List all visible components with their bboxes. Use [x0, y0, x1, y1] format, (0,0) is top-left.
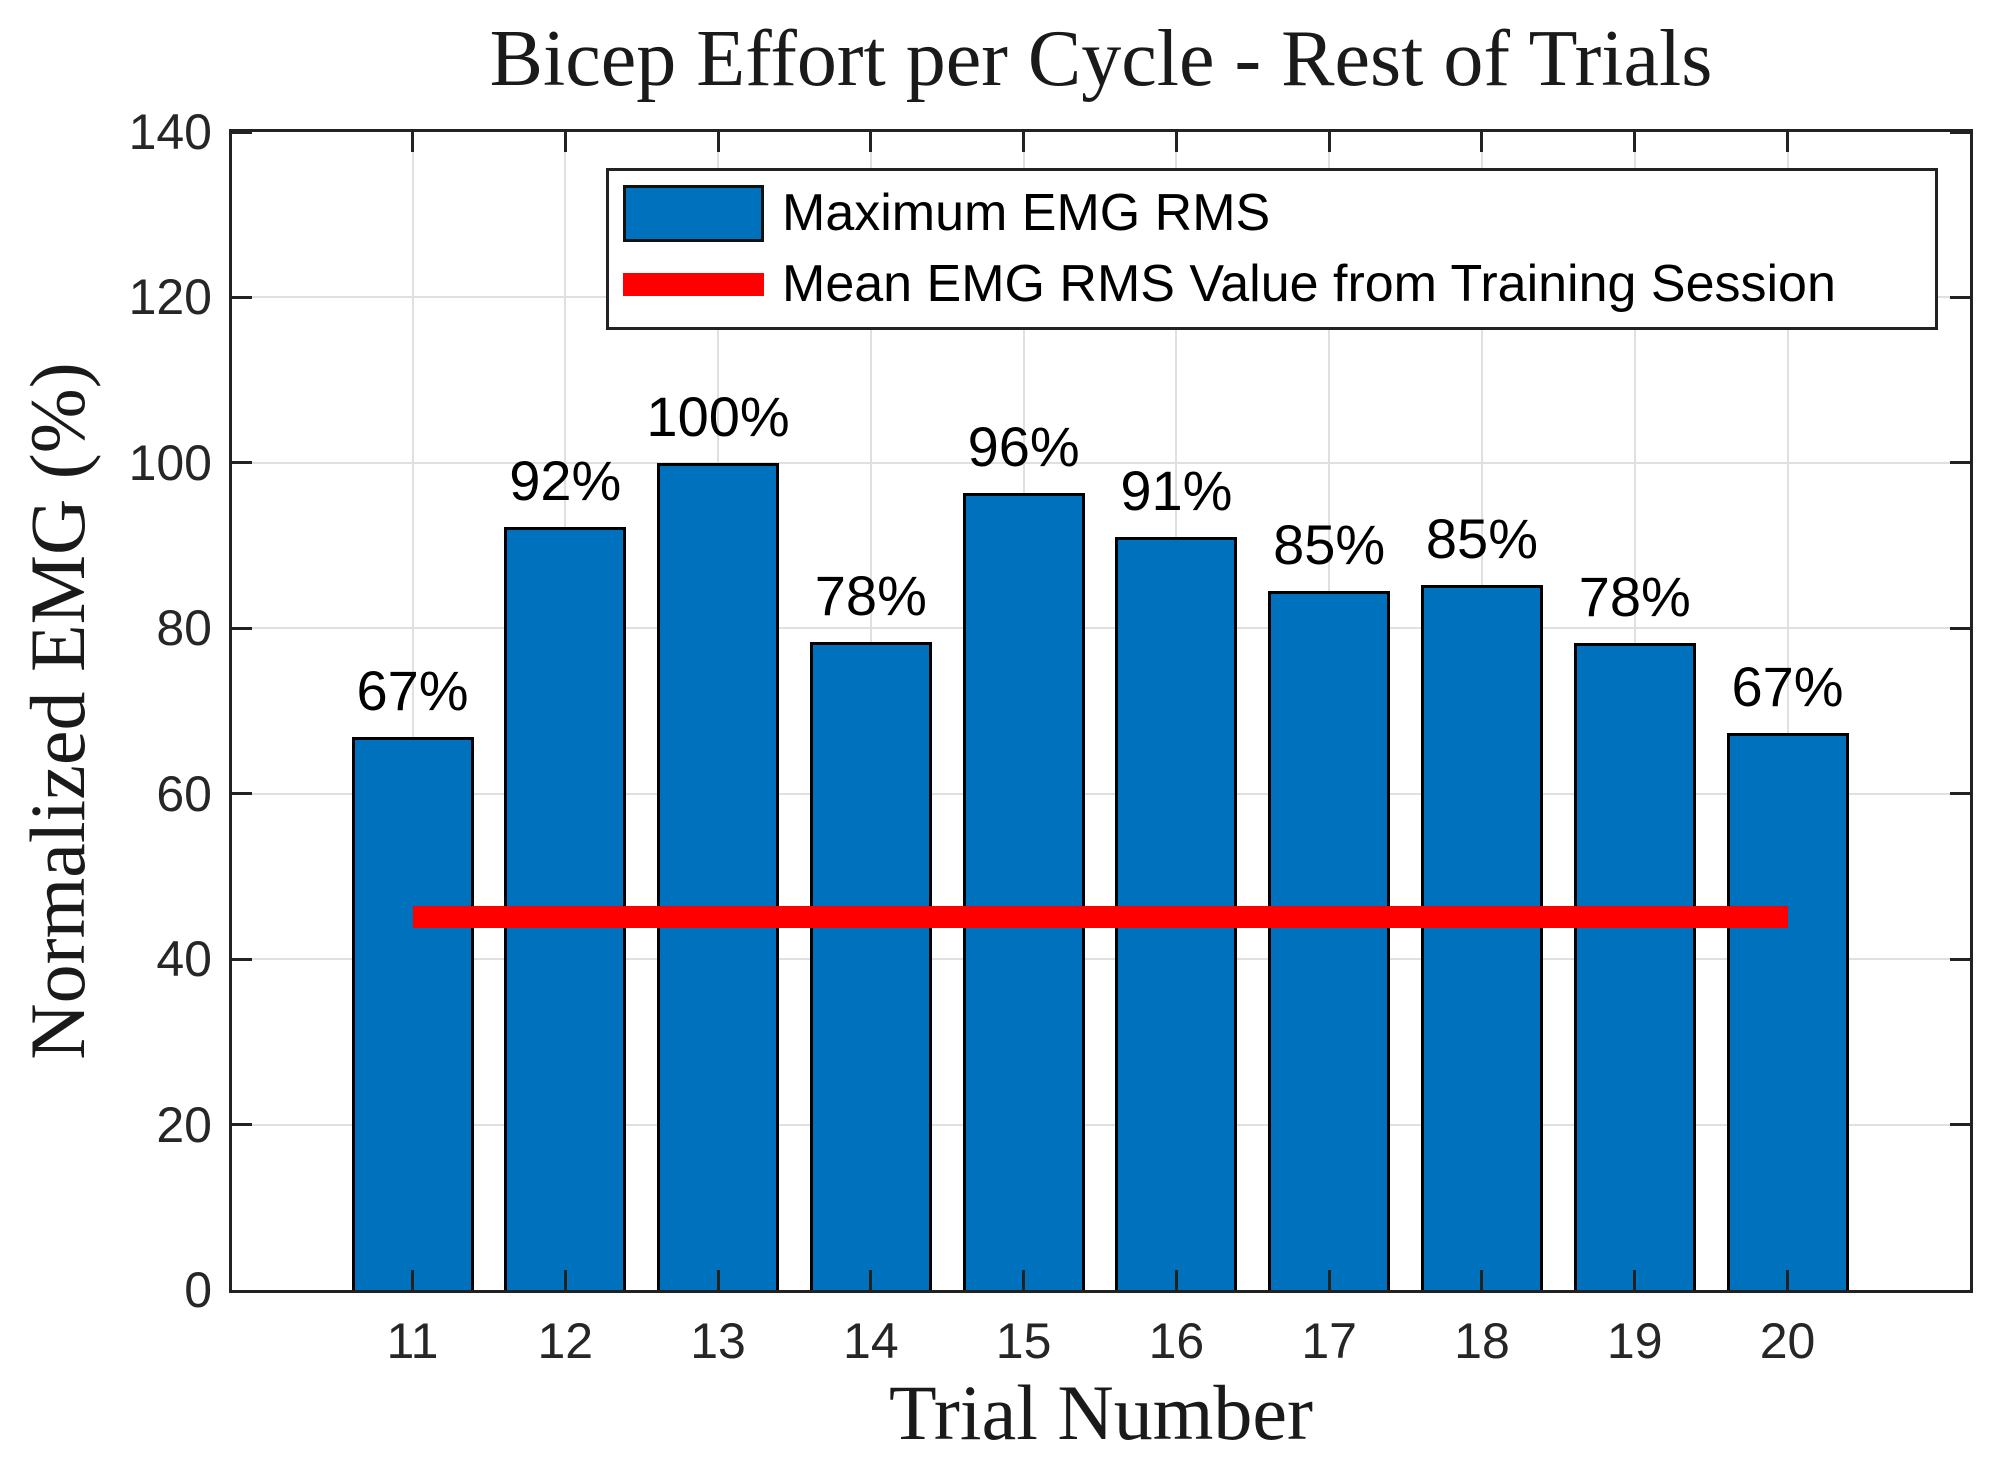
bar	[351, 737, 474, 1290]
bar-value-label: 85%	[1273, 513, 1386, 577]
legend-label: Mean EMG RMS Value from Training Session	[782, 255, 1836, 313]
gridline-vertical	[1786, 132, 1789, 1290]
bar-value-label: 92%	[509, 448, 622, 512]
bar	[962, 493, 1085, 1290]
y-tick-label: 60	[156, 765, 212, 822]
x-tick-label: 15	[995, 1313, 1052, 1369]
bar	[1420, 585, 1543, 1290]
gridline-horizontal	[232, 461, 1970, 464]
x-tick-top	[1022, 132, 1026, 152]
y-tick-right	[1950, 1123, 1970, 1127]
y-tick-right	[1950, 130, 1970, 134]
gridline-horizontal	[232, 958, 1970, 961]
x-axis-label: Trial Number	[889, 1369, 1313, 1456]
x-tick-label: 16	[1148, 1313, 1205, 1369]
x-tick-bottom	[1022, 1270, 1026, 1290]
y-tick-left	[232, 792, 252, 796]
bar-value-label: 78%	[1578, 565, 1691, 629]
x-tick-top	[1480, 132, 1484, 152]
y-tick-label: 140	[128, 104, 212, 160]
bar-value-label: 91%	[1120, 459, 1233, 523]
bar	[1268, 591, 1391, 1290]
x-tick-bottom	[1786, 1270, 1790, 1290]
y-tick-right	[1950, 295, 1970, 299]
bar-value-label: 67%	[1731, 654, 1844, 718]
gridline-horizontal	[232, 627, 1970, 630]
y-tick-left	[232, 130, 252, 134]
y-tick-label: 0	[184, 1262, 212, 1318]
x-tick-bottom	[1633, 1270, 1637, 1290]
y-tick-label: 120	[128, 269, 212, 326]
x-tick-bottom	[1327, 1270, 1331, 1290]
y-tick-left	[232, 957, 252, 961]
bar	[809, 642, 932, 1290]
gridline-vertical	[411, 132, 414, 1290]
x-tick-bottom	[1480, 1270, 1484, 1290]
x-tick-bottom	[563, 1270, 567, 1290]
x-tick-label: 20	[1759, 1313, 1816, 1369]
bar-value-label: 78%	[814, 564, 927, 628]
y-tick-right	[1950, 626, 1970, 630]
legend: Maximum EMG RMS Mean EMG RMS Value from …	[606, 168, 1938, 330]
bar	[657, 462, 780, 1290]
y-tick-right	[1950, 792, 1970, 796]
x-tick-top	[869, 132, 873, 152]
y-tick-right	[1950, 957, 1970, 961]
legend-label: Maximum EMG RMS	[782, 183, 1271, 242]
x-tick-bottom	[869, 1270, 873, 1290]
x-tick-top	[1786, 132, 1790, 152]
gridline-horizontal	[232, 1123, 1970, 1126]
x-tick-label: 12	[537, 1313, 594, 1369]
bar-value-label: 100%	[646, 384, 790, 448]
x-tick-top	[1633, 132, 1637, 152]
legend-item-mean-emg: Mean EMG RMS Value from Training Session	[623, 255, 1935, 313]
x-tick-top	[411, 132, 414, 152]
x-tick-top	[716, 132, 720, 152]
x-tick-bottom	[716, 1270, 720, 1290]
bar-value-label: 96%	[967, 415, 1080, 479]
x-tick-bottom	[1174, 1270, 1178, 1290]
x-tick-label: 13	[690, 1313, 746, 1369]
x-tick-label: 19	[1606, 1313, 1663, 1369]
y-tick-left	[232, 295, 252, 299]
bar-value-label: 85%	[1425, 507, 1538, 571]
y-tick-label: 80	[156, 600, 212, 657]
x-tick-top	[1327, 132, 1331, 152]
x-tick-label: 17	[1301, 1313, 1357, 1369]
bar	[1726, 732, 1849, 1290]
x-tick-top	[1174, 132, 1178, 152]
y-tick-label: 20	[156, 1096, 212, 1153]
gridline-horizontal	[232, 792, 1970, 795]
bar-value-label: 67%	[356, 659, 469, 723]
y-tick-right	[1950, 461, 1970, 465]
x-tick-label: 11	[386, 1313, 439, 1369]
mean-emg-line	[412, 905, 1788, 928]
x-tick-label: 14	[843, 1313, 899, 1369]
y-tick-left	[232, 461, 252, 465]
x-tick-top	[563, 132, 567, 152]
y-tick-label: 40	[156, 931, 212, 988]
legend-line-swatch	[623, 273, 764, 297]
x-tick-label: 18	[1454, 1313, 1510, 1369]
legend-bar-swatch	[623, 184, 764, 242]
bar	[1573, 643, 1696, 1290]
chart-title: Bicep Effort per Cycle - Rest of Trials	[489, 15, 1713, 103]
legend-item-max-emg: Maximum EMG RMS	[623, 183, 1935, 242]
x-tick-bottom	[411, 1270, 414, 1290]
y-tick-left	[232, 626, 252, 630]
y-tick-label: 100	[128, 434, 212, 491]
y-tick-left	[232, 1123, 252, 1127]
plot-area: Maximum EMG RMS Mean EMG RMS Value from …	[229, 129, 1973, 1293]
